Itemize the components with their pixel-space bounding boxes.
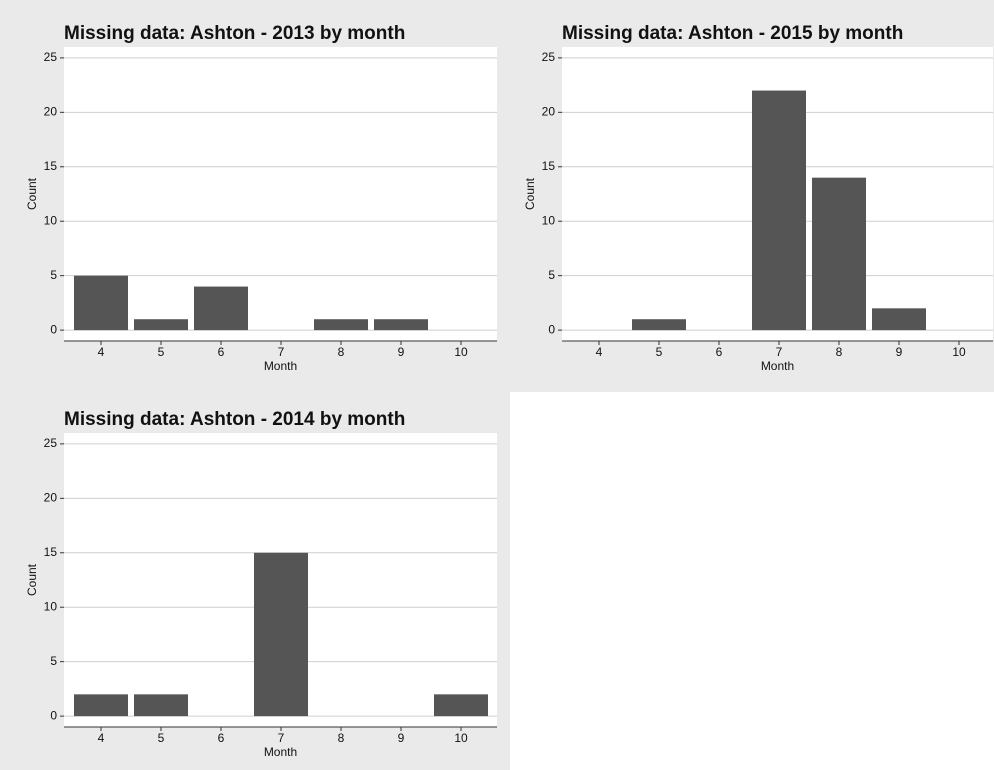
- chart-title: Missing data: Ashton - 2015 by month: [562, 23, 903, 44]
- x-tick-label: 8: [338, 345, 345, 359]
- y-tick-label: 10: [44, 213, 58, 227]
- y-tick-label: 20: [44, 491, 58, 505]
- x-tick-label: 8: [338, 731, 345, 745]
- bar: [752, 90, 806, 331]
- y-tick-label: 25: [44, 436, 58, 450]
- bar: [812, 177, 866, 331]
- bar: [134, 319, 188, 331]
- y-tick-label: 5: [50, 268, 57, 282]
- bar: [314, 319, 368, 331]
- x-tick-label: 6: [218, 731, 225, 745]
- x-tick-label: 10: [454, 731, 468, 745]
- bar: [872, 308, 926, 331]
- x-tick-label: 5: [158, 731, 165, 745]
- y-tick-label: 5: [548, 268, 555, 282]
- chart-title: Missing data: Ashton - 2014 by month: [64, 409, 405, 430]
- bar: [74, 275, 128, 331]
- chart-panel: Missing data: Ashton - 2013 by month 0 5 10…: [0, 0, 500, 386]
- chart-panel: Missing data: Ashton - 2015 by month 0 5 10…: [498, 0, 994, 392]
- x-tick-label: 9: [398, 731, 405, 745]
- x-tick-label: 4: [596, 345, 603, 359]
- x-tick-label: 7: [776, 345, 783, 359]
- y-tick-label: 15: [44, 545, 58, 559]
- chart-title: Missing data: Ashton - 2013 by month: [64, 23, 405, 44]
- x-tick-label: 9: [398, 345, 405, 359]
- y-tick-label: 20: [44, 105, 58, 119]
- y-tick-label: 25: [44, 50, 58, 64]
- x-tick-label: 10: [454, 345, 468, 359]
- bar: [194, 286, 248, 331]
- y-tick-label: 0: [548, 322, 555, 336]
- bar: [434, 694, 488, 717]
- bar: [134, 694, 188, 717]
- x-tick-label: 10: [952, 345, 966, 359]
- y-tick-label: 10: [44, 599, 58, 613]
- chart-panel: Missing data: Ashton - 2014 by month 0 5 10…: [0, 386, 510, 770]
- bar: [254, 552, 308, 717]
- x-tick-label: 5: [158, 345, 165, 359]
- y-tick-label: 10: [542, 213, 556, 227]
- x-tick-label: 7: [278, 731, 285, 745]
- y-tick-label: 0: [50, 708, 57, 722]
- x-tick-label: 4: [98, 731, 105, 745]
- x-axis-label: Month: [264, 359, 297, 373]
- x-axis-label: Month: [264, 745, 297, 759]
- y-axis-label: Count: [523, 177, 537, 210]
- x-tick-label: 9: [896, 345, 903, 359]
- y-tick-label: 15: [44, 159, 58, 173]
- bar: [632, 319, 686, 331]
- y-tick-label: 5: [50, 654, 57, 668]
- y-tick-label: 20: [542, 105, 556, 119]
- plot-area: [64, 47, 497, 341]
- y-tick-label: 15: [542, 159, 556, 173]
- x-tick-label: 6: [716, 345, 723, 359]
- y-tick-label: 25: [542, 50, 556, 64]
- x-tick-label: 7: [278, 345, 285, 359]
- y-axis-label: Count: [25, 563, 39, 596]
- x-axis-label: Month: [761, 359, 794, 373]
- y-axis-label: Count: [25, 177, 39, 210]
- x-tick-label: 6: [218, 345, 225, 359]
- x-tick-label: 5: [656, 345, 663, 359]
- bar: [374, 319, 428, 331]
- x-tick-label: 8: [836, 345, 843, 359]
- y-tick-label: 0: [50, 322, 57, 336]
- bar: [74, 694, 128, 717]
- x-tick-label: 4: [98, 345, 105, 359]
